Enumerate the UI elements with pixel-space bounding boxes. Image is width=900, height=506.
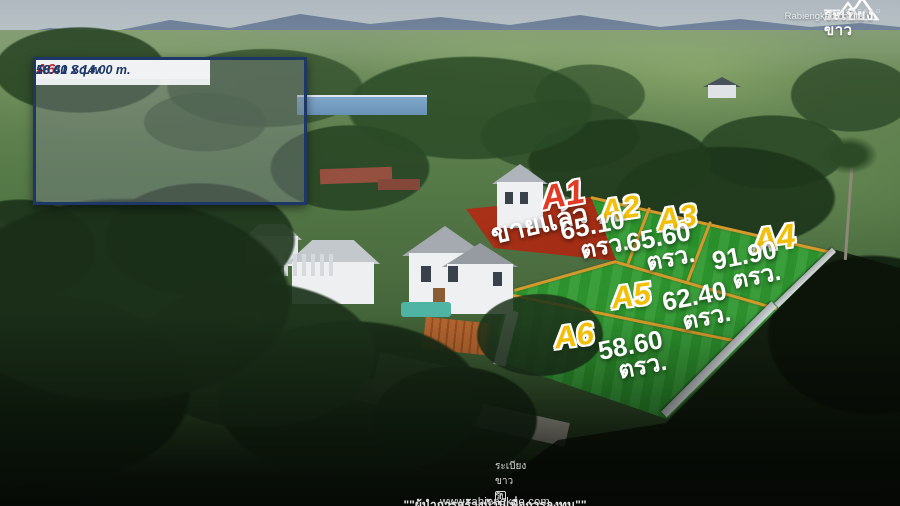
window [448,266,458,282]
plot-a2-area: 65.10 ตรว. [558,204,631,264]
swimming-pool [401,302,451,317]
palm-tree-fronds [820,136,878,174]
warehouse-blue-roof [297,95,427,115]
cell-dims: 16.41 x 14.00 m. [36,62,131,77]
company-name: Rabiengkao co.,ltd [784,11,864,22]
plot-a1-label: A1 [538,172,588,218]
plot-a5-label: A5 [608,275,653,316]
plot-a6-label: A6 [551,315,596,356]
plot-a6-area: 58.60 ตรว. [596,324,669,384]
plot-price-table: ที่ดินแปลง ขนาดที่ดิน กว้าง x ยาว A2 65.… [33,57,307,205]
plot-a5-area: 62.40 ตรว. [660,275,733,335]
orange-gate-wall [422,316,490,356]
window [520,192,528,204]
table-row: A6 58.60 Sq.w 16.41 x 14.00 m. [36,60,210,79]
car-window [238,315,252,321]
window [505,192,513,204]
plot-a3-area: 65.60 ตรว. [624,216,697,276]
house [708,85,736,98]
pergola [284,254,334,276]
red-roof-house [378,179,420,190]
website-url: www.rabiengkao.com [440,496,550,506]
window [421,266,431,282]
window [493,272,502,286]
plot-a4-area: 91.90 ตรว. [710,234,783,294]
